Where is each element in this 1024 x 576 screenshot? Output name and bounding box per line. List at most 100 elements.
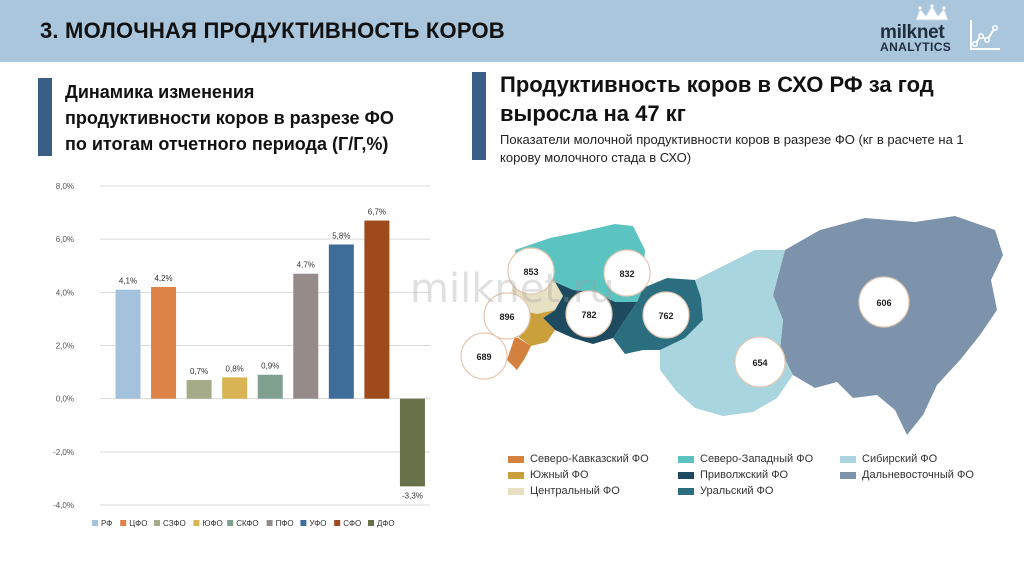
y-tick-label: 2,0% bbox=[56, 342, 74, 351]
map-section-title-line: выросла на 47 кг bbox=[500, 101, 686, 126]
map-legend-label: Северо-Кавказский ФО bbox=[530, 453, 649, 465]
data-label: 4,7% bbox=[297, 261, 315, 270]
map-legend-swatch bbox=[678, 455, 694, 463]
legend-swatch bbox=[300, 520, 307, 526]
logo-name: milknet bbox=[880, 22, 945, 43]
map-legend-item: Северо-Западный ФО bbox=[678, 453, 813, 465]
russia-map: 853 832 896 782 762 689 654 606 bbox=[460, 216, 1003, 435]
map-legend-item: Сибирский ФО bbox=[840, 453, 937, 465]
map-region-north-caucasus bbox=[507, 336, 531, 370]
chart-bars bbox=[115, 220, 425, 487]
map-bubble bbox=[858, 276, 910, 328]
map-value-label: 606 bbox=[876, 298, 891, 308]
legend-label: СКФО bbox=[236, 519, 258, 528]
map-bubble bbox=[642, 291, 690, 339]
bar bbox=[399, 398, 425, 487]
legend-label: СЗФО bbox=[163, 519, 186, 528]
left-accent-bar bbox=[38, 78, 52, 156]
map-legend-item: Южный ФО bbox=[508, 469, 589, 481]
crown-icon bbox=[915, 4, 949, 21]
legend-swatch bbox=[227, 520, 234, 526]
data-label: -3,3% bbox=[402, 491, 423, 500]
map-value-label: 782 bbox=[581, 310, 596, 320]
map-legend-swatch bbox=[678, 471, 694, 479]
bar bbox=[186, 380, 212, 399]
map-legend-swatch bbox=[840, 471, 856, 479]
bar bbox=[222, 377, 248, 399]
data-label: 0,7% bbox=[190, 367, 208, 376]
map-legend-item: Дальневосточный ФО bbox=[840, 469, 974, 481]
data-label: 4,2% bbox=[154, 274, 172, 283]
map-section-title: Продуктивность коров в СХО РФ за год выр… bbox=[500, 70, 1000, 128]
y-tick-label: 4,0% bbox=[56, 288, 74, 297]
data-label: 6,7% bbox=[368, 208, 386, 217]
legend-swatch bbox=[120, 520, 127, 526]
map-legend-label: Приволжский ФО bbox=[700, 469, 789, 481]
map-value-label: 832 bbox=[619, 269, 634, 279]
legend-swatch bbox=[334, 520, 341, 526]
map-legend-swatch bbox=[678, 487, 694, 495]
chart-section-title: Динамика изменения продуктивности коров … bbox=[65, 79, 445, 157]
chart-y-axis: 8,0% 6,0% 4,0% 2,0% 0,0% -2,0% -4,0% bbox=[53, 182, 74, 510]
map-legend-label: Южный ФО bbox=[530, 469, 589, 481]
map-legend-label: Центральный ФО bbox=[530, 485, 620, 497]
legend-label: СФО bbox=[343, 519, 361, 528]
chart-legend: РФ ЦФО СЗФО ЮФО СКФО ПФО УФО СФО ДФО bbox=[92, 519, 395, 528]
map-bubble bbox=[565, 290, 613, 338]
bar bbox=[364, 220, 390, 399]
map-bubble bbox=[460, 332, 508, 380]
bar bbox=[257, 374, 283, 399]
chart-section-title-line: продуктивности коров в разрезе ФО bbox=[65, 108, 394, 128]
legend-swatch bbox=[266, 520, 273, 526]
map-legend-item: Приволжский ФО bbox=[678, 469, 788, 481]
legend-swatch bbox=[193, 520, 200, 526]
map-value-bubbles: 853 832 896 782 762 689 654 606 bbox=[460, 247, 910, 388]
watermark: milknet.ru bbox=[410, 266, 615, 312]
logo-subtitle: ANALYTICS bbox=[880, 40, 952, 54]
legend-label: РФ bbox=[101, 519, 112, 528]
bar bbox=[293, 273, 319, 399]
chart-data-labels: 4,1% 4,2% 0,7% 0,8% 0,9% 4,7% 5,8% 6,7% -3,3% bbox=[119, 208, 423, 501]
y-tick-label: 8,0% bbox=[56, 182, 74, 191]
map-section-subtitle-line: Показатели молочной продуктивности коров… bbox=[500, 132, 964, 147]
map-bubble bbox=[507, 247, 555, 295]
map-value-label: 853 bbox=[523, 267, 538, 277]
y-tick-label: -4,0% bbox=[53, 501, 74, 510]
map-legend-swatch bbox=[508, 487, 524, 495]
y-tick-label: -2,0% bbox=[53, 448, 74, 457]
legend-label: ДФО bbox=[377, 519, 395, 528]
legend-label: УФО bbox=[309, 519, 326, 528]
map-value-label: 896 bbox=[499, 312, 514, 322]
legend-swatch bbox=[368, 520, 374, 526]
data-label: 0,8% bbox=[226, 364, 244, 373]
data-label: 4,1% bbox=[119, 277, 137, 286]
chart-section-title-line: по итогам отчетного периода (Г/Г,%) bbox=[65, 134, 389, 154]
bar bbox=[115, 289, 141, 399]
bar bbox=[328, 244, 354, 399]
map-value-label: 689 bbox=[476, 352, 491, 362]
page-title: 3. МОЛОЧНАЯ ПРОДУКТИВНОСТЬ КОРОВ bbox=[40, 18, 505, 43]
map-legend-swatch bbox=[840, 455, 856, 463]
map-legend-item: Уральский ФО bbox=[678, 485, 773, 497]
data-label: 0,9% bbox=[261, 362, 279, 371]
y-tick-label: 6,0% bbox=[56, 235, 74, 244]
chart-section-title-line: Динамика изменения bbox=[65, 82, 255, 102]
map-section-subtitle-line: корову молочного стада в СХО) bbox=[500, 150, 692, 165]
milknet-logo: milknet ANALYTICS bbox=[868, 4, 1018, 60]
map-legend-label: Дальневосточный ФО bbox=[862, 469, 974, 481]
map-legend-item: Северо-Кавказский ФО bbox=[508, 453, 649, 465]
bar bbox=[151, 287, 177, 399]
legend-swatch bbox=[154, 520, 160, 526]
map-legend-label: Уральский ФО bbox=[700, 485, 774, 497]
map-legend-label: Сибирский ФО bbox=[862, 453, 938, 465]
bar-chart: 8,0% 6,0% 4,0% 2,0% 0,0% -2,0% -4,0% 4,1% 4,2% 0… bbox=[53, 182, 430, 528]
map-legend-swatch bbox=[508, 471, 524, 479]
chart-line-icon bbox=[970, 20, 1000, 50]
map-legend-label: Северо-Западный ФО bbox=[700, 453, 814, 465]
legend-label: ЮФО bbox=[202, 519, 222, 528]
map-section-title-line: Продуктивность коров в СХО РФ за год bbox=[500, 72, 934, 97]
header-bar: 3. МОЛОЧНАЯ ПРОДУКТИВНОСТЬ КОРОВ milknet… bbox=[0, 0, 1024, 62]
map-legend-item: Центральный ФО bbox=[508, 485, 620, 497]
data-label: 5,8% bbox=[332, 231, 350, 240]
map-value-label: 762 bbox=[658, 311, 673, 321]
